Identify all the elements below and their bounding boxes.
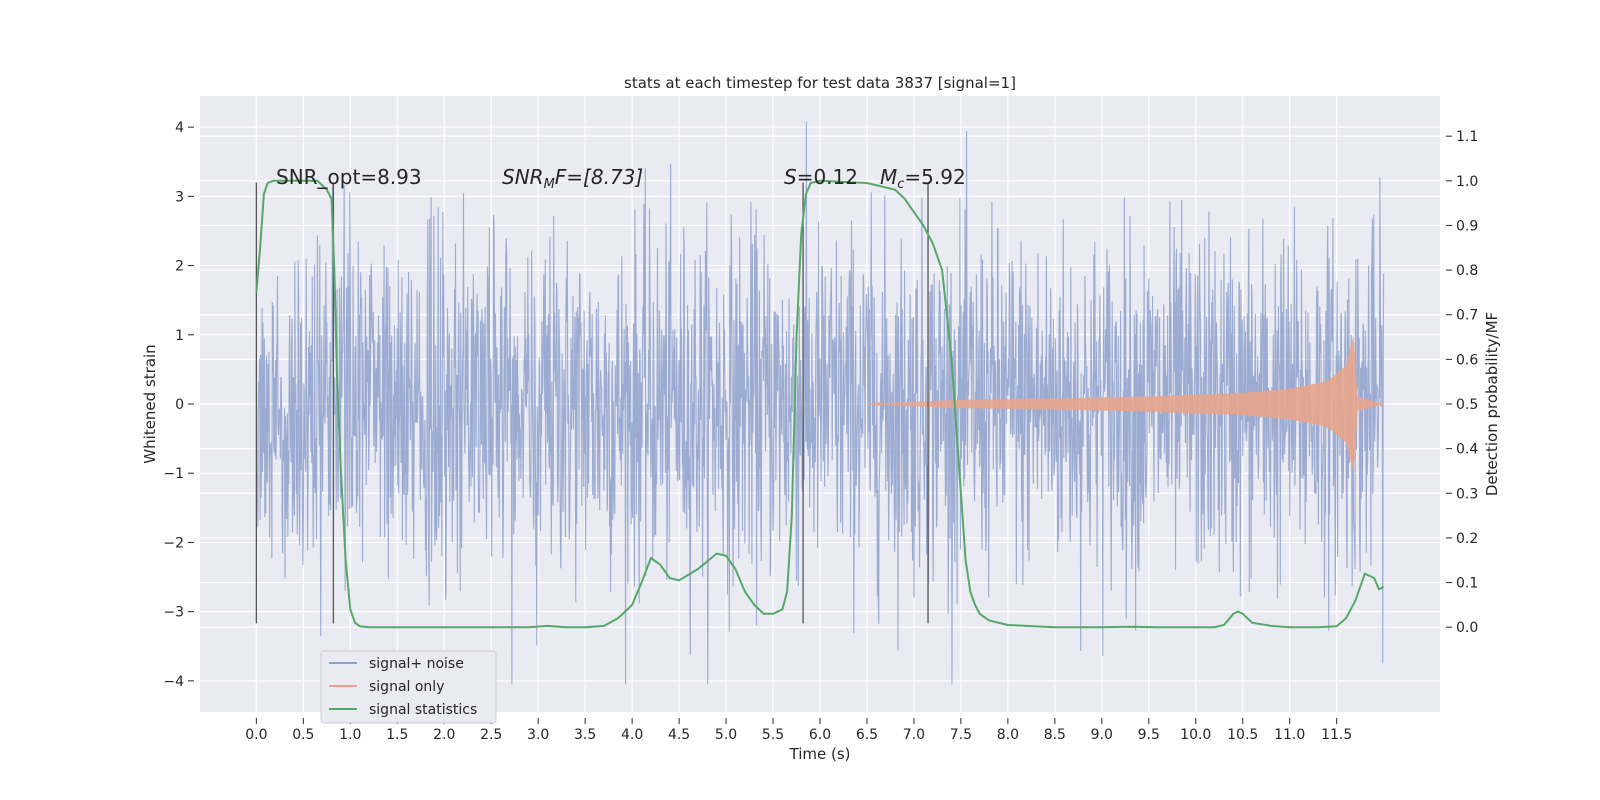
annotation-s-value: S=0.12 — [784, 165, 858, 189]
x-tick-label-12: 6.0 — [809, 727, 831, 743]
y2-axis-label: Detection probability/MF — [1483, 312, 1501, 496]
x-tick-label-7: 3.5 — [574, 727, 596, 743]
annotations: SNR_opt=8.93 SNRMF=[8.73] S=0.12 Mc=5.92 — [276, 165, 966, 192]
x-tick-label-19: 9.5 — [1138, 727, 1160, 743]
y2-tick-label-5: 0.5 — [1456, 397, 1478, 413]
x-tick-label-22: 11.0 — [1274, 727, 1305, 743]
x-tick-label-11: 5.5 — [762, 727, 784, 743]
y-axis-label: Whitened strain — [141, 344, 159, 463]
legend: signal+ noise signal only signal statist… — [320, 650, 497, 724]
x-tick-label-16: 8.0 — [997, 727, 1019, 743]
chart-title: stats at each timestep for test data 383… — [624, 74, 1016, 92]
y2-tick-label-8: 0.8 — [1456, 263, 1478, 279]
x-tick-label-13: 6.5 — [856, 727, 878, 743]
x-tick-label-15: 7.5 — [950, 727, 972, 743]
x-axis-label: Time (s) — [789, 745, 851, 763]
y-tick-label-1: −3 — [163, 605, 184, 621]
chirp-trace — [866, 337, 1384, 472]
y2-tick-label-6: 0.6 — [1456, 352, 1478, 368]
x-tick-label-4: 2.0 — [433, 727, 455, 743]
y2-tick-label-9: 0.9 — [1456, 218, 1478, 234]
legend-label-signal-plus-noise: signal+ noise — [369, 656, 464, 672]
x-tick-label-1: 0.5 — [292, 727, 314, 743]
series-signal-statistics — [255, 179, 1385, 629]
x-tick-label-23: 11.5 — [1321, 727, 1352, 743]
y2-tick-label-7: 0.7 — [1456, 308, 1478, 324]
y2-tick-label-10: 1.0 — [1456, 174, 1478, 190]
y2-tick-label-1: 0.1 — [1456, 576, 1478, 592]
x-tick-label-3: 1.5 — [386, 727, 408, 743]
y2-tick-label-0: 0.0 — [1456, 620, 1478, 636]
y-tick-label-8: 4 — [175, 120, 184, 136]
y-tick-label-6: 2 — [175, 259, 184, 275]
x-tick-label-20: 10.0 — [1180, 727, 1211, 743]
x-tick-label-18: 9.0 — [1091, 727, 1113, 743]
legend-label-signal-only: signal only — [369, 679, 444, 695]
x-tick-label-6: 3.0 — [527, 727, 549, 743]
legend-label-signal-statistics: signal statistics — [369, 702, 477, 718]
y-tick-label-7: 3 — [175, 189, 184, 205]
noise-trace — [255, 121, 1385, 685]
y-tick-label-3: −1 — [163, 466, 184, 482]
y2-tick-label-4: 0.4 — [1456, 442, 1478, 458]
x-tick-label-10: 5.0 — [715, 727, 737, 743]
annotation-mc-value: Mc=5.92 — [880, 165, 966, 192]
y2-tick-label-2: 0.2 — [1456, 531, 1478, 547]
x-tick-label-14: 7.0 — [903, 727, 925, 743]
y2-tick-label-11: 1.1 — [1456, 129, 1478, 145]
y-tick-label-4: 0 — [175, 397, 184, 413]
ticks: 0.0 0.5 1.0 1.5 2.0 2.5 3.0 3.5 4.0 4.5 5.0 5.5 6.0 6… — [163, 120, 1478, 743]
series-signal-plus-noise — [255, 121, 1385, 685]
y-tick-label-5: 1 — [175, 328, 184, 344]
x-tick-label-9: 4.5 — [668, 727, 690, 743]
x-tick-label-5: 2.5 — [480, 727, 502, 743]
x-tick-label-17: 8.5 — [1044, 727, 1066, 743]
y-tick-label-2: −2 — [163, 535, 184, 551]
y2-tick-label-3: 0.3 — [1456, 486, 1478, 502]
y-tick-label-0: −4 — [163, 674, 184, 690]
annotation-snr-opt: SNR_opt=8.93 — [276, 165, 422, 189]
x-tick-label-2: 1.0 — [339, 727, 361, 743]
legend-box — [320, 650, 497, 724]
x-tick-label-0: 0.0 — [245, 727, 267, 743]
series-signal-only — [866, 337, 1384, 472]
annotation-snr-mf: SNRMF=[8.73] — [502, 165, 643, 192]
statistics-trace — [255, 179, 1385, 629]
x-tick-label-8: 4.0 — [621, 727, 643, 743]
x-tick-label-21: 10.5 — [1227, 727, 1258, 743]
